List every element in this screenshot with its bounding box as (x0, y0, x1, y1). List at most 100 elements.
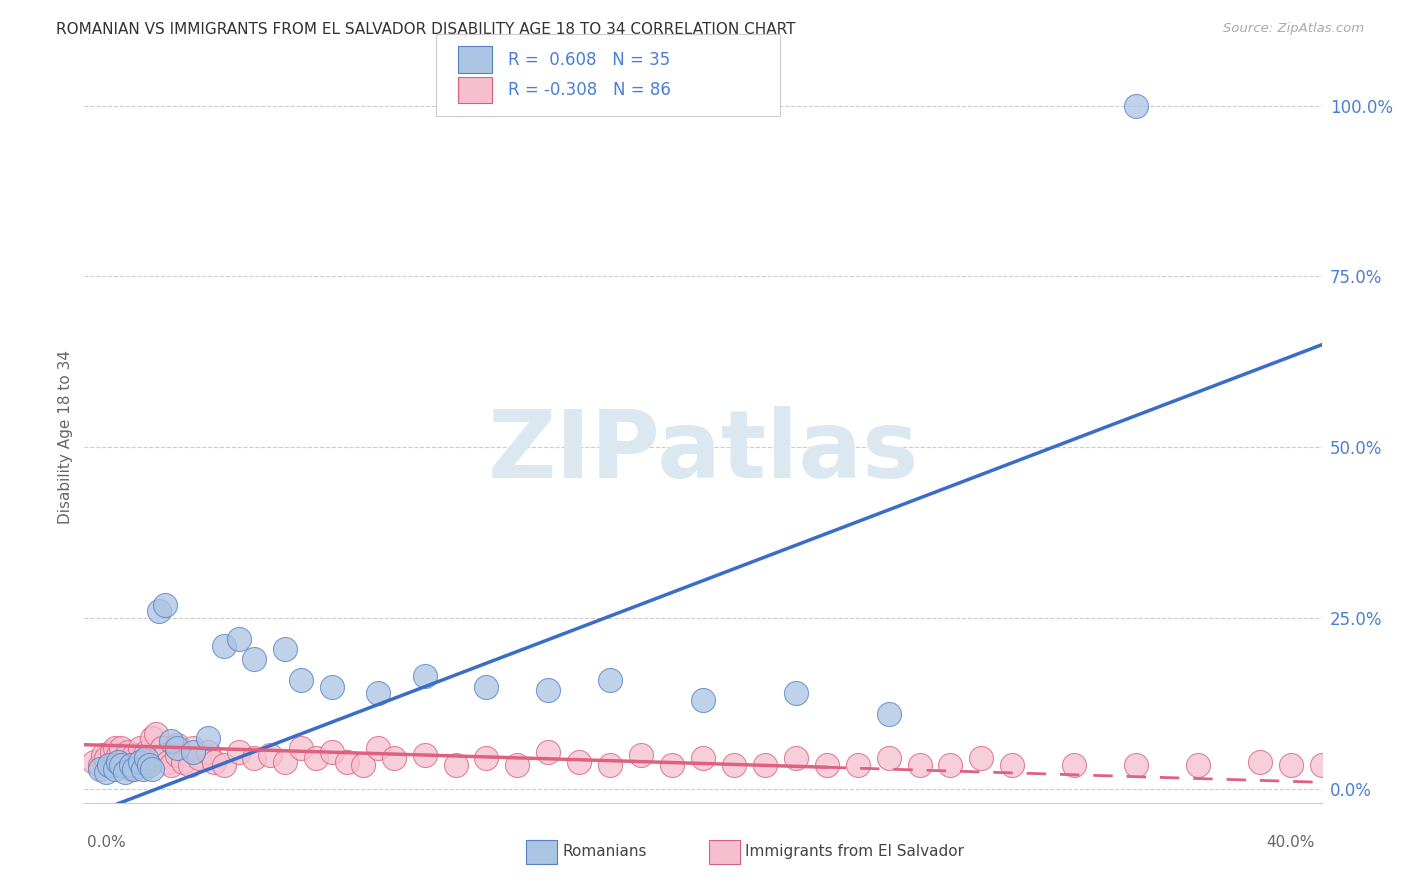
Point (153, 747, 176, 762)
Point (148, 604, 170, 618)
Point (305, 751, 328, 765)
Point (166, 747, 188, 762)
Point (290, 741, 312, 756)
Point (107, 758, 129, 772)
Point (785, 686, 807, 700)
Point (506, 758, 529, 772)
Point (228, 632, 250, 646)
Point (117, 745, 139, 759)
Point (568, 755, 591, 769)
Point (243, 751, 266, 765)
Point (537, 745, 560, 759)
Point (1279, 758, 1302, 772)
Text: R =  0.608   N = 35: R = 0.608 N = 35 (508, 51, 669, 69)
Point (129, 755, 152, 769)
Point (1001, 758, 1024, 772)
Point (172, 755, 194, 769)
Text: ROMANIAN VS IMMIGRANTS FROM EL SALVADOR DISABILITY AGE 18 TO 34 CORRELATION CHAR: ROMANIAN VS IMMIGRANTS FROM EL SALVADOR … (56, 22, 796, 37)
Point (187, 751, 209, 765)
Point (846, 758, 869, 772)
Point (212, 639, 235, 653)
Text: Source: ZipAtlas.com: Source: ZipAtlas.com (1223, 22, 1364, 36)
Point (599, 758, 621, 772)
Point (475, 680, 498, 694)
Point (367, 741, 389, 756)
Point (150, 741, 173, 756)
Point (413, 747, 436, 762)
Point (110, 758, 132, 772)
Point (114, 751, 136, 765)
Point (290, 673, 312, 687)
Point (98, 758, 121, 772)
Point (120, 758, 142, 772)
Point (382, 751, 405, 765)
Point (939, 758, 962, 772)
Point (413, 669, 436, 683)
Point (166, 738, 188, 752)
Point (908, 758, 931, 772)
Point (181, 745, 204, 759)
Point (153, 598, 176, 612)
Point (970, 751, 993, 765)
Text: R = -0.308   N = 86: R = -0.308 N = 86 (508, 81, 671, 99)
Point (135, 745, 157, 759)
Point (156, 755, 179, 769)
Point (197, 745, 219, 759)
Point (94, 751, 117, 765)
Point (1310, 758, 1333, 772)
Point (1125, 758, 1147, 772)
Point (145, 727, 167, 741)
Point (160, 734, 183, 748)
Point (537, 683, 560, 698)
Point (132, 758, 155, 772)
Point (122, 762, 145, 776)
Point (104, 755, 127, 769)
Point (212, 758, 235, 772)
Point (815, 758, 838, 772)
Point (202, 755, 225, 769)
Point (135, 755, 157, 769)
Point (692, 751, 714, 765)
Point (114, 765, 136, 780)
Point (110, 741, 132, 756)
Point (243, 652, 266, 666)
Point (274, 642, 297, 657)
Point (107, 755, 129, 769)
Point (1372, 755, 1395, 769)
Point (692, 693, 714, 707)
Text: ZIPatlas: ZIPatlas (488, 406, 918, 498)
Point (785, 751, 807, 765)
Text: Immigrants from El Salvador: Immigrants from El Salvador (745, 845, 965, 859)
Point (132, 762, 155, 776)
Point (107, 747, 129, 762)
Point (101, 745, 124, 759)
Point (120, 755, 142, 769)
Text: 40.0%: 40.0% (1267, 836, 1315, 850)
Point (138, 747, 160, 762)
Point (1063, 758, 1085, 772)
Point (1249, 755, 1271, 769)
Point (877, 706, 900, 721)
Point (104, 741, 127, 756)
Y-axis label: Disability Age 18 to 34: Disability Age 18 to 34 (58, 350, 73, 524)
Point (661, 758, 683, 772)
Point (125, 755, 148, 769)
Point (138, 758, 160, 772)
Point (367, 686, 389, 700)
Point (89, 758, 111, 772)
Point (179, 758, 201, 772)
Point (129, 741, 152, 756)
Point (181, 741, 204, 756)
Point (259, 747, 281, 762)
Point (754, 758, 776, 772)
Point (336, 755, 359, 769)
Point (122, 747, 145, 762)
Point (83, 755, 105, 769)
Point (321, 680, 343, 694)
Point (120, 762, 142, 776)
Point (98, 758, 121, 772)
Text: Romanians: Romanians (562, 845, 647, 859)
Point (141, 762, 163, 776)
Point (723, 758, 745, 772)
Point (630, 747, 652, 762)
